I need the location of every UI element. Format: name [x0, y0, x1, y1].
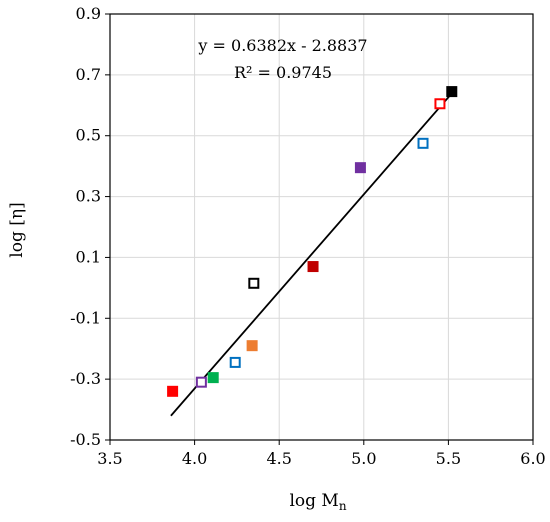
- trendline-equation: y = 0.6382x - 2.8837: [197, 36, 367, 55]
- x-axis-title-main: log M: [289, 491, 338, 511]
- trendline-group: [170, 90, 455, 417]
- data-point-hollow: [248, 277, 260, 289]
- axis-ticks: 3.5 4.0 4.5 5.0 5.5 6.0 -0.5 -0.3 -0.1 0.1 0.3 0.5 0…: [70, 4, 546, 468]
- y-tick-label: -0.1: [70, 308, 101, 327]
- data-point-hollow: [434, 98, 446, 110]
- y-tick-label: 0.9: [76, 4, 101, 23]
- x-tick-label: 3.5: [97, 449, 122, 468]
- data-point-filled: [167, 385, 179, 397]
- y-tick-label: 0.1: [76, 247, 101, 266]
- data-point-filled: [246, 340, 258, 352]
- y-tick-label: -0.5: [70, 430, 101, 449]
- y-tick-label: -0.3: [70, 369, 101, 388]
- data-point-filled: [354, 162, 366, 174]
- plot-area-frame: [109, 13, 534, 441]
- y-tick-label: 0.5: [76, 126, 101, 145]
- r-squared-label: R² = 0.9745: [234, 63, 332, 82]
- data-point-filled: [207, 372, 219, 384]
- y-axis-title: log [η]: [7, 202, 27, 257]
- x-tick-label: 5.5: [436, 449, 461, 468]
- y-tick-label: 0.3: [76, 187, 101, 206]
- x-tick-label: 5.0: [351, 449, 376, 468]
- data-point-hollow: [417, 137, 429, 149]
- data-point-hollow: [229, 356, 241, 368]
- x-tick-label: 4.5: [266, 449, 291, 468]
- data-points: [167, 86, 458, 397]
- x-axis-title: log Mn: [289, 491, 346, 513]
- x-tick-label: 6.0: [520, 449, 545, 468]
- data-point-filled: [446, 86, 458, 98]
- data-point-filled: [307, 261, 319, 273]
- x-tick-label: 4.0: [182, 449, 207, 468]
- y-tick-label: 0.7: [76, 65, 101, 84]
- x-axis-title-subscript: n: [339, 499, 347, 513]
- trendline: [170, 90, 455, 417]
- data-point-hollow: [195, 376, 207, 388]
